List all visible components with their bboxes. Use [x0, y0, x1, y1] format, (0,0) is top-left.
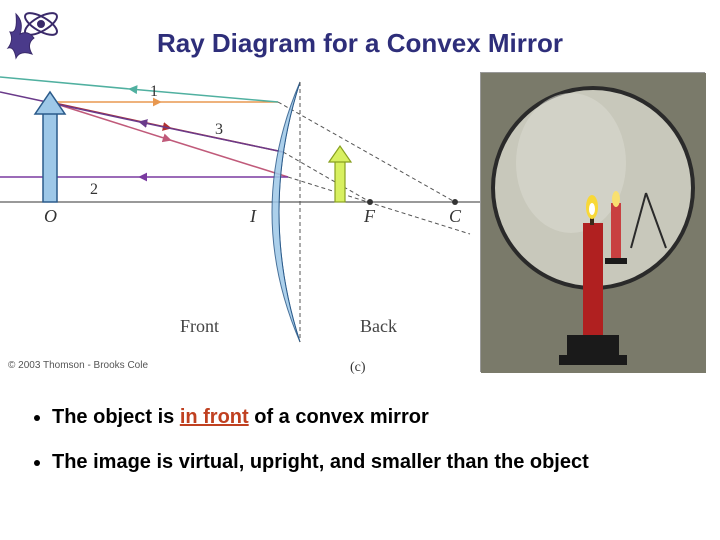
ray1-refl-b: [0, 77, 130, 89]
ray3-num: 3: [215, 121, 223, 138]
label-C: C: [449, 206, 462, 226]
ray3-extension: [283, 152, 370, 202]
label-O: O: [44, 206, 57, 226]
center-curvature-dot: [452, 199, 458, 205]
ray-diagram-svg: 1 2 3 O I F C Front Back: [0, 72, 480, 392]
figure-area: 1 2 3 O I F C Front Back: [0, 72, 720, 392]
object-arrow: [35, 92, 65, 202]
ray2-in-b: [170, 140, 288, 177]
bullet-2: The image is virtual, upright, and small…: [52, 451, 682, 474]
label-F: F: [363, 206, 376, 226]
ray2-in-a: [50, 102, 170, 140]
bullet-2-text: The image is virtual, upright, and small…: [52, 451, 589, 473]
ray3-refl-b: [0, 92, 140, 122]
image-arrow: [329, 146, 351, 202]
copyright-text: © 2003 Thomson - Brooks Cole: [8, 360, 148, 371]
label-front: Front: [180, 316, 219, 336]
ray2-num: 2: [90, 181, 98, 198]
subfigure-label: (c): [350, 360, 366, 376]
bullet-1-pre: The object is: [52, 406, 180, 428]
bullet-1-highlight: in front: [180, 406, 249, 428]
label-back: Back: [360, 316, 397, 336]
ray2-extension: [288, 177, 470, 234]
convex-mirror-photo: [480, 72, 705, 372]
label-I: I: [249, 206, 257, 226]
bullet-list: The object is in front of a convex mirro…: [32, 406, 682, 496]
bullet-1: The object is in front of a convex mirro…: [52, 406, 682, 429]
bullet-1-post: of a convex mirror: [249, 406, 429, 428]
ray1-extension: [278, 102, 455, 202]
mirror-body: [272, 82, 300, 342]
ray1-num: 1: [150, 83, 158, 100]
slide-title: Ray Diagram for a Convex Mirror: [0, 28, 720, 59]
focal-point-dot: [367, 199, 373, 205]
